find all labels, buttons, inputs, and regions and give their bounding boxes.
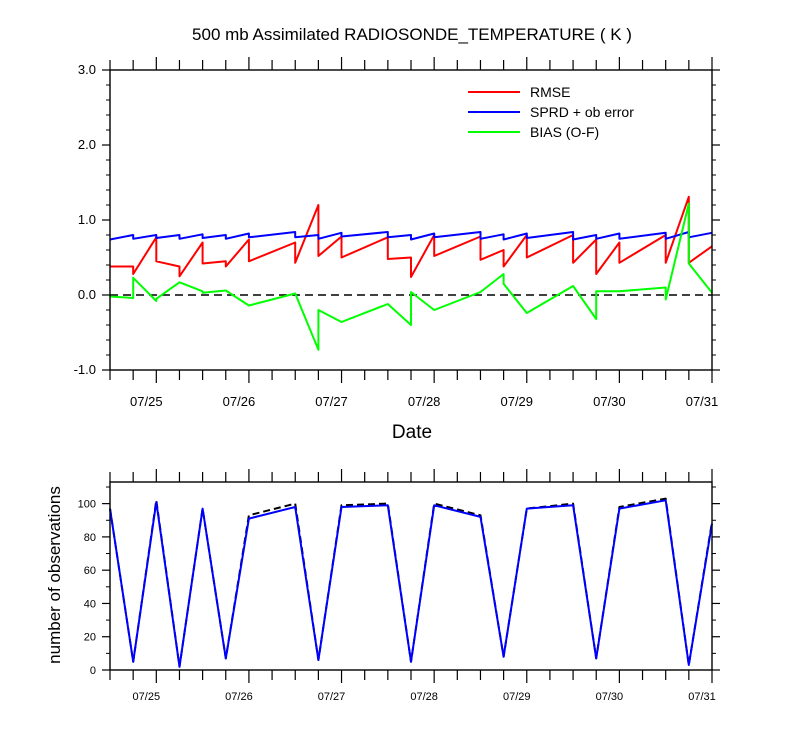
bottom-chart: 0 20 40 60 80 100 07/25 07/26 07/27 07/28 07/29 07/…	[78, 469, 720, 703]
y-tick-label: 40	[84, 598, 96, 610]
series-line-bias-o-f	[109, 202, 713, 351]
x-tick-label: 07/30	[596, 691, 624, 703]
y-tick-label: 2.0	[78, 137, 96, 152]
x-tick-label: 07/25	[133, 691, 161, 703]
series-line-rmse	[110, 195, 713, 278]
y-tick-label: 1.0	[78, 212, 96, 227]
y-tick-label: 60	[84, 565, 96, 577]
bottom-series-group	[109, 497, 713, 668]
legend-label: RMSE	[530, 84, 570, 100]
x-tick-label: 07/28	[408, 394, 441, 409]
legend-label: SPRD + ob error	[530, 104, 634, 120]
top-ticks: -1.0 0.0 1.0 2.0 3.0 07/25 07/26 07/27 07/28 07/2…	[74, 57, 720, 409]
x-tick-label: 07/28	[410, 691, 438, 703]
x-tick-label: 07/29	[500, 394, 533, 409]
y-tick-label: 3.0	[78, 62, 96, 77]
bottom-ticks: 0 20 40 60 80 100 07/25 07/26 07/27 07/28 07/29 07/…	[78, 469, 720, 703]
top-chart: -1.0 0.0 1.0 2.0 3.0 07/25 07/26 07/27 07/28 07/2…	[74, 57, 720, 409]
x-tick-label: 07/25	[130, 394, 163, 409]
y-tick-label: -1.0	[74, 362, 96, 377]
x-tick-label: 07/27	[315, 394, 348, 409]
x-tick-label: 07/30	[593, 394, 626, 409]
y-axis-label: number of observations	[45, 486, 64, 664]
x-tick-label: 07/31	[686, 394, 719, 409]
top-plot-frame	[109, 69, 713, 371]
x-tick-label: 07/26	[225, 691, 253, 703]
top-series-group	[109, 195, 713, 351]
legend-label: BIAS (O-F)	[530, 124, 599, 140]
bottom-plot-frame	[109, 481, 713, 671]
series-line-sprd-ob-error	[109, 231, 713, 241]
y-tick-label: 0	[90, 665, 96, 677]
legend: RMSE SPRD + ob error BIAS (O-F)	[468, 84, 634, 140]
y-tick-label: 100	[78, 499, 96, 511]
y-tick-label: 20	[84, 632, 96, 644]
x-tick-label: 07/27	[318, 691, 346, 703]
y-tick-label: 80	[84, 532, 96, 544]
chart-title: 500 mb Assimilated RADIOSONDE_TEMPERATUR…	[192, 25, 632, 44]
x-axis-label: Date	[392, 422, 432, 443]
x-tick-label: 07/29	[503, 691, 531, 703]
series-line-observations-solid	[109, 499, 713, 668]
x-tick-label: 07/26	[223, 394, 256, 409]
y-tick-label: 0.0	[78, 287, 96, 302]
x-tick-label: 07/31	[688, 691, 716, 703]
